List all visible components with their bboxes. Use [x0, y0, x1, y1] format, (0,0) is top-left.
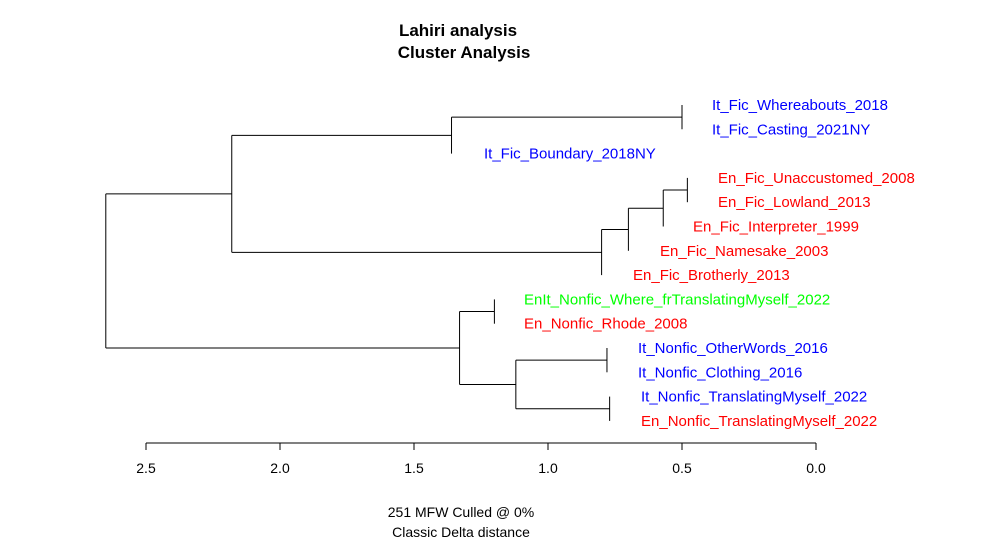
- leaf-label: En_Fic_Brotherly_2013: [633, 267, 790, 284]
- leaf-labels: It_Fic_Whereabouts_2018 It_Fic_Casting_20…: [484, 97, 915, 430]
- leaf-label: En_Nonfic_Rhode_2008: [524, 316, 687, 333]
- leaf-label: It_Nonfic_TranslatingMyself_2022: [641, 389, 867, 406]
- x-tick-label: 0.0: [806, 460, 826, 476]
- leaf-label: It_Nonfic_Clothing_2016: [638, 364, 802, 381]
- leaf-label: En_Fic_Lowland_2013: [718, 194, 871, 211]
- dendrogram-branches: [105, 105, 688, 421]
- leaf-label: It_Fic_Casting_2021NY: [712, 121, 870, 138]
- chart-title-line1: Lahiri analysis: [399, 21, 517, 40]
- leaf-label: En_Fic_Interpreter_1999: [693, 219, 859, 236]
- chart-title-line2: Cluster Analysis: [398, 43, 531, 62]
- leaf-label: EnIt_Nonfic_Where_frTranslatingMyself_20…: [524, 291, 830, 308]
- leaf-label: En_Fic_Unaccustomed_2008: [718, 170, 915, 187]
- leaf-label: It_Fic_Boundary_2018NY: [484, 146, 656, 163]
- x-axis: 2.5 2.0 1.5 1.0 0.5 0.0: [136, 442, 826, 476]
- x-tick-label: 1.0: [538, 460, 558, 476]
- leaf-label: En_Nonfic_TranslatingMyself_2022: [641, 413, 877, 430]
- x-tick-label: 2.5: [136, 460, 156, 476]
- x-tick-label: 2.0: [270, 460, 290, 476]
- x-tick-label: 1.5: [404, 460, 424, 476]
- leaf-label: It_Fic_Whereabouts_2018: [712, 97, 888, 114]
- leaf-label: It_Nonfic_OtherWords_2016: [638, 340, 828, 357]
- leaf-label: En_Fic_Namesake_2003: [660, 243, 828, 260]
- x-tick-label: 0.5: [672, 460, 692, 476]
- caption-line2: Classic Delta distance: [392, 524, 530, 540]
- caption-line1: 251 MFW Culled @ 0%: [388, 504, 534, 520]
